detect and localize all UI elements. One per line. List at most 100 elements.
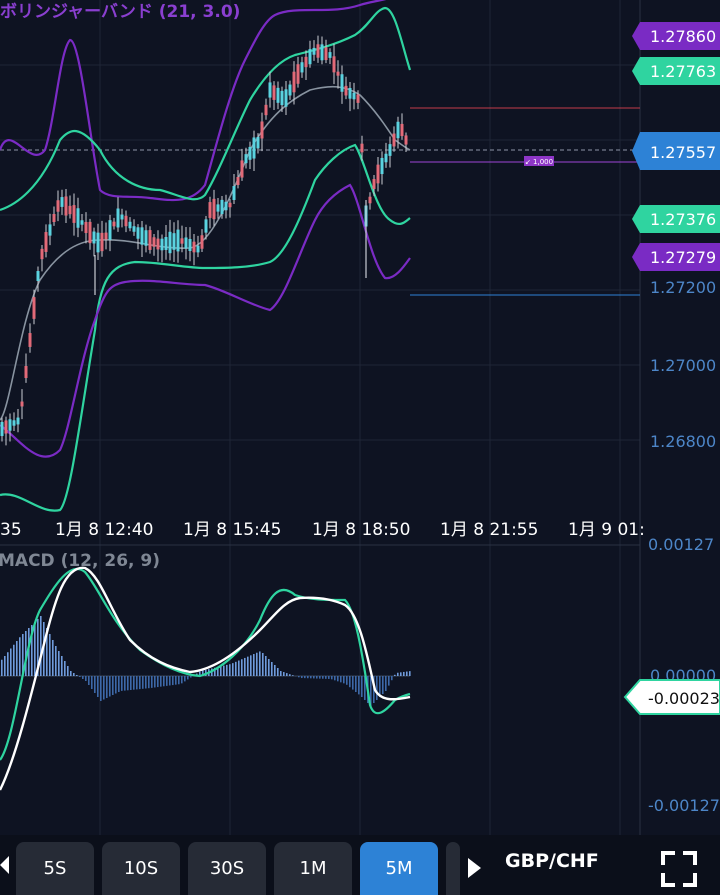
candle-body [144, 230, 148, 246]
bollinger-lower-3sd [0, 183, 411, 458]
histogram-bar [358, 676, 360, 695]
candle-body [36, 271, 40, 281]
histogram-bar [133, 676, 135, 690]
tab-5s[interactable]: 5S [16, 842, 94, 895]
time-tick: 1月 8 21:55 [440, 520, 538, 540]
histogram-bar [346, 676, 348, 685]
histogram-bar [313, 676, 315, 679]
histogram-bar [382, 676, 384, 694]
tab-5m[interactable]: 5M [360, 842, 438, 895]
candle-body [352, 92, 356, 100]
histogram-bar [397, 672, 399, 676]
histogram-bar [88, 676, 90, 685]
order-tag[interactable]: ↙ 1,000 [524, 156, 554, 166]
histogram-bar [109, 676, 111, 697]
histogram-bar [25, 631, 27, 676]
macd-tick: 0.00127 [648, 535, 714, 554]
candle-body [216, 204, 220, 212]
tab-10s[interactable]: 10S [102, 842, 180, 895]
histogram-bar [232, 663, 234, 676]
candle-body [396, 121, 400, 139]
histogram-bar [4, 656, 6, 676]
macd-axis: 0.00127 0.00000 -0.00127 [648, 535, 720, 815]
candle-body [176, 229, 180, 252]
histogram-bar [271, 662, 273, 676]
candle-body [200, 235, 204, 249]
histogram-bar [274, 665, 276, 676]
candle-body [108, 220, 112, 240]
histogram-bar [250, 655, 252, 676]
histogram-bar [169, 676, 171, 686]
histogram-bar [376, 676, 378, 700]
histogram-bar [409, 671, 411, 676]
candle-body [316, 44, 320, 58]
histogram-bar [118, 676, 120, 692]
candle-body [284, 89, 288, 107]
price-tag-lower-3sd: 1.27279 [632, 243, 720, 271]
histogram-bar [64, 661, 66, 676]
histogram-bar [187, 676, 189, 680]
histogram-bar [298, 676, 300, 678]
candle-body [304, 56, 308, 68]
macd-tick: -0.00127 [648, 796, 720, 815]
macd-label: MACD (12, 26, 9) [0, 551, 160, 571]
candle-body [224, 201, 228, 211]
histogram-bar [322, 676, 324, 679]
candle-body [96, 232, 100, 253]
candle-body [152, 237, 156, 247]
histogram-bar [400, 672, 402, 676]
histogram-bar [244, 657, 246, 676]
histogram-bar [355, 676, 357, 692]
histogram-bar [247, 656, 249, 676]
candle-body [120, 214, 124, 220]
histogram-bar [235, 661, 237, 676]
tab-partial[interactable] [446, 842, 460, 895]
histogram-bar [94, 676, 96, 693]
time-tick: 1月 8 15:45 [183, 520, 281, 540]
histogram-bar [319, 676, 321, 679]
histogram-bar [19, 637, 21, 676]
histogram-bar [130, 676, 132, 690]
histogram-bar [136, 676, 138, 690]
chevron-left-icon[interactable] [0, 856, 9, 874]
histogram-bar [379, 676, 381, 697]
candle-body [136, 227, 140, 239]
candle-body [256, 136, 260, 149]
tab-30s[interactable]: 30S [188, 842, 266, 895]
histogram-bar [142, 676, 144, 689]
candle-body [124, 215, 128, 227]
candle-body [148, 230, 152, 250]
time-tick: 1月 8 12:40 [55, 520, 153, 540]
histogram-bar [154, 676, 156, 688]
candle-body [180, 238, 184, 244]
bollinger-lower-2sd [0, 143, 411, 512]
price-tag-label: 1.27860 [650, 27, 716, 46]
currency-pair[interactable]: GBP/CHF [505, 850, 599, 872]
candle-body [340, 74, 344, 92]
time-tick: 1月 8 18:50 [312, 520, 410, 540]
candle-body [128, 221, 132, 229]
candle-body [320, 44, 324, 61]
candle-body [328, 52, 332, 58]
play-icon[interactable] [468, 858, 481, 878]
histogram-bar [229, 664, 231, 676]
price-tag-upper-2sd: 1.27763 [632, 57, 720, 85]
fullscreen-icon[interactable] [661, 851, 697, 887]
histogram-bar [139, 676, 141, 690]
candlesticks[interactable] [0, 35, 408, 446]
candle-body [208, 202, 212, 218]
candle-body [204, 219, 208, 233]
macd-current-tag: -0.00023 [623, 679, 720, 715]
candle-body [100, 232, 104, 252]
tab-1m[interactable]: 1M [274, 842, 352, 895]
order-tag-label: ↙ 1,000 [525, 158, 553, 166]
candle-body [308, 49, 312, 65]
candle-body [80, 220, 84, 225]
candle-body [212, 198, 216, 220]
histogram-bar [49, 634, 51, 676]
price-axis: 1.27200 1.27000 1.26800 [650, 278, 716, 451]
histogram-bar [394, 674, 396, 676]
price-panel[interactable] [0, 0, 640, 545]
candle-body [380, 157, 384, 175]
